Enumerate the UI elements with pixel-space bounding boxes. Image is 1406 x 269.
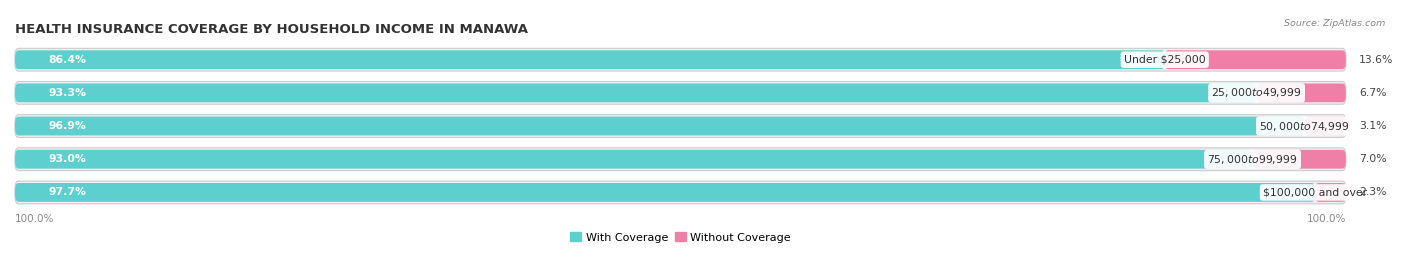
- Text: 2.3%: 2.3%: [1360, 187, 1386, 197]
- Text: 100.0%: 100.0%: [1306, 214, 1346, 224]
- Text: 7.0%: 7.0%: [1360, 154, 1386, 164]
- FancyBboxPatch shape: [15, 150, 1253, 169]
- Text: $100,000 and over: $100,000 and over: [1263, 187, 1367, 197]
- FancyBboxPatch shape: [15, 48, 1346, 71]
- Text: 93.0%: 93.0%: [48, 154, 86, 164]
- Text: $25,000 to $49,999: $25,000 to $49,999: [1212, 86, 1302, 99]
- FancyBboxPatch shape: [15, 181, 1346, 204]
- FancyBboxPatch shape: [15, 183, 1315, 202]
- Text: 93.3%: 93.3%: [48, 88, 86, 98]
- Text: $50,000 to $74,999: $50,000 to $74,999: [1260, 119, 1350, 133]
- Text: HEALTH INSURANCE COVERAGE BY HOUSEHOLD INCOME IN MANAWA: HEALTH INSURANCE COVERAGE BY HOUSEHOLD I…: [15, 23, 529, 36]
- Text: 13.6%: 13.6%: [1360, 55, 1393, 65]
- FancyBboxPatch shape: [15, 117, 1305, 136]
- Text: Source: ZipAtlas.com: Source: ZipAtlas.com: [1284, 19, 1385, 28]
- FancyBboxPatch shape: [15, 50, 1164, 69]
- FancyBboxPatch shape: [15, 115, 1346, 137]
- FancyBboxPatch shape: [15, 83, 1257, 102]
- Text: Under $25,000: Under $25,000: [1123, 55, 1205, 65]
- Text: $75,000 to $99,999: $75,000 to $99,999: [1208, 153, 1298, 166]
- Text: 97.7%: 97.7%: [48, 187, 86, 197]
- FancyBboxPatch shape: [1305, 117, 1346, 136]
- FancyBboxPatch shape: [1257, 83, 1346, 102]
- Legend: With Coverage, Without Coverage: With Coverage, Without Coverage: [565, 228, 796, 247]
- FancyBboxPatch shape: [1315, 183, 1346, 202]
- Text: 3.1%: 3.1%: [1360, 121, 1386, 131]
- Text: 96.9%: 96.9%: [48, 121, 86, 131]
- FancyBboxPatch shape: [1164, 50, 1346, 69]
- FancyBboxPatch shape: [15, 82, 1346, 104]
- FancyBboxPatch shape: [15, 148, 1346, 171]
- FancyBboxPatch shape: [1253, 150, 1346, 169]
- Text: 100.0%: 100.0%: [15, 214, 55, 224]
- Text: 86.4%: 86.4%: [48, 55, 86, 65]
- Text: 6.7%: 6.7%: [1360, 88, 1386, 98]
